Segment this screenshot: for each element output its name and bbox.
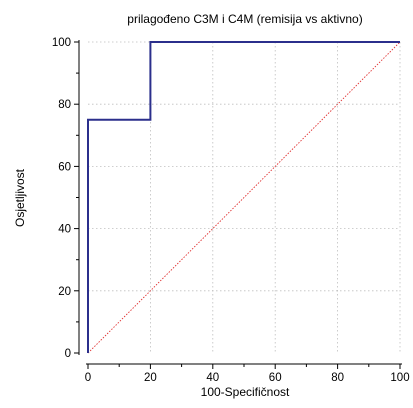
series-layer [88,42,400,353]
chart-title: prilagođeno C3M i C4M (remisija vs aktiv… [127,12,362,26]
x-tick-label-3: 60 [269,372,282,384]
y-tick-label-3: 60 [58,161,71,173]
x-tick-label-0: 0 [85,372,91,384]
y-tick-label-2: 40 [58,224,71,236]
y-axis-label: Osjetljivost [13,168,27,227]
y-tick-label-4: 80 [58,99,71,111]
y-tick-label-1: 20 [58,286,71,298]
diagonal-reference-line [88,42,400,353]
x-tick-label-5: 100 [390,372,409,384]
y-tick-label-5: 100 [52,37,71,49]
x-tick-label-1: 20 [144,372,157,384]
x-axis-label: 100-Specifičnost [201,385,290,399]
x-tick-label-2: 40 [206,372,219,384]
y-tick-label-0: 0 [65,348,71,360]
x-tick-label-4: 80 [331,372,344,384]
